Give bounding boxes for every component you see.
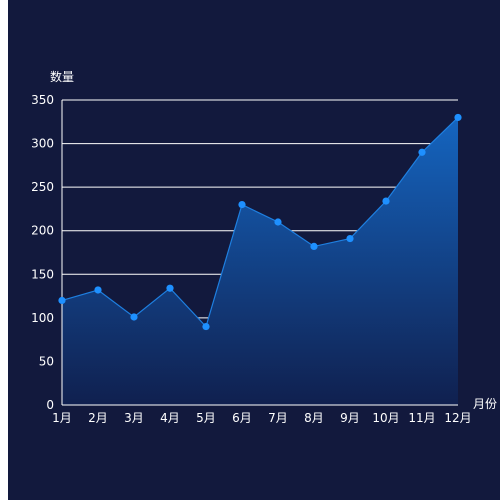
x-tick-label: 7月 — [268, 411, 288, 425]
y-tick-label: 0 — [46, 398, 54, 412]
x-tick-label: 5月 — [196, 411, 216, 425]
chart-panel: 0 50 100 150 200 250 300 350 1月 2月 3月 4月 5月 6月 7月 8月 9月… — [8, 0, 500, 500]
series-area — [62, 117, 458, 406]
data-point-1[interactable] — [58, 296, 66, 305]
data-points — [58, 113, 462, 331]
x-tick-label: 4月 — [160, 411, 180, 425]
y-tick-labels: 0 50 100 150 200 250 300 350 — [31, 93, 54, 412]
data-point-12[interactable] — [454, 113, 462, 122]
series-line — [61, 116, 459, 328]
data-point-9[interactable] — [346, 234, 354, 243]
x-axis-title: 月份 — [473, 397, 497, 411]
x-tick-label: 1月 — [52, 411, 72, 425]
data-point-6[interactable] — [238, 200, 246, 209]
data-point-7[interactable] — [274, 218, 282, 226]
data-point-4[interactable] — [166, 284, 174, 292]
y-tick-label: 350 — [31, 93, 54, 107]
x-tick-label: 3月 — [124, 411, 144, 425]
data-point-3[interactable] — [130, 313, 138, 321]
y-axis-title: 数量 — [50, 69, 74, 84]
x-tick-label: 11月 — [408, 411, 435, 425]
data-point-10[interactable] — [382, 197, 390, 205]
x-tick-label: 8月 — [304, 411, 324, 425]
y-tick-label: 200 — [31, 224, 54, 238]
y-tick-label: 100 — [31, 311, 54, 325]
y-tick-label: 250 — [31, 180, 54, 194]
x-tick-label: 9月 — [340, 411, 360, 425]
y-tick-label: 50 — [39, 354, 54, 368]
x-tick-labels: 1月 2月 3月 4月 5月 6月 7月 8月 9月 10月 11月 12月 — [52, 411, 471, 425]
x-tick-label: 10月 — [372, 411, 399, 425]
y-tick-label: 300 — [31, 137, 54, 151]
data-point-8[interactable] — [310, 242, 318, 250]
data-point-11[interactable] — [418, 148, 426, 156]
data-point-2[interactable] — [94, 286, 102, 294]
y-tick-label: 150 — [31, 267, 54, 281]
data-point-5[interactable] — [202, 322, 210, 331]
x-tick-label: 12月 — [444, 411, 471, 425]
x-tick-label: 6月 — [232, 411, 252, 425]
x-tick-label: 2月 — [88, 411, 108, 425]
area-chart: 0 50 100 150 200 250 300 350 1月 2月 3月 4月 5月 6月 7月 8月 9月… — [31, 69, 497, 425]
